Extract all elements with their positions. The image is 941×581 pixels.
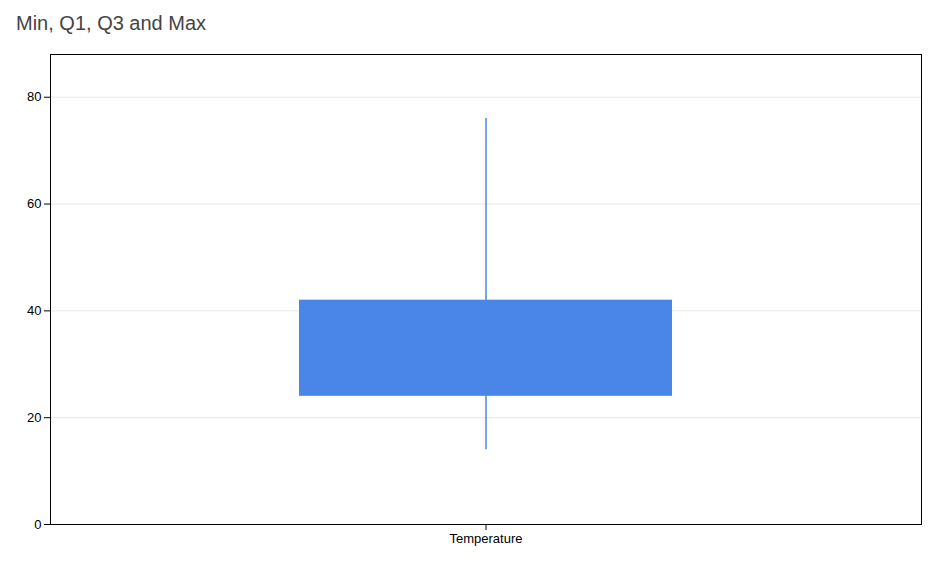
svg-text:0: 0 xyxy=(34,517,41,532)
svg-text:60: 60 xyxy=(27,196,41,211)
svg-text:80: 80 xyxy=(27,89,41,104)
svg-text:Temperature: Temperature xyxy=(450,531,523,546)
svg-text:40: 40 xyxy=(27,303,41,318)
html-text:Min, Q1, Q3 and Max: Min, Q1, Q3 and Max xyxy=(16,12,207,34)
svg-text:20: 20 xyxy=(27,410,41,425)
